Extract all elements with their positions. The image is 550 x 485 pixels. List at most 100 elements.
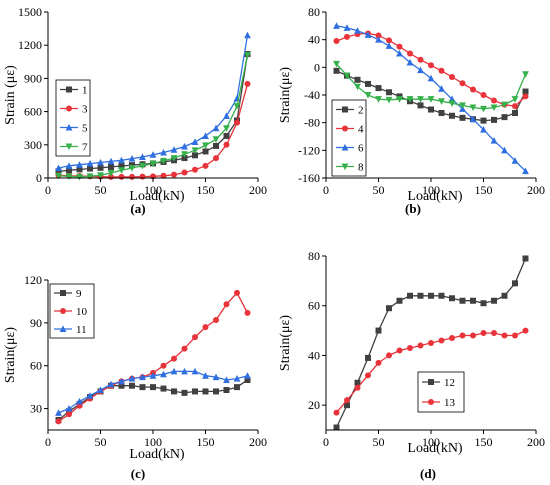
data-point-b-6 (396, 49, 403, 57)
legend-marker-a-5 (65, 123, 73, 131)
data-point-a-1 (108, 163, 114, 170)
data-point-d-13 (480, 330, 487, 337)
data-point-a-1 (223, 132, 230, 139)
data-point-d-12 (396, 297, 403, 304)
data-point-a-3 (118, 173, 125, 180)
data-point-b-6 (469, 115, 477, 123)
data-point-c-10 (234, 289, 240, 296)
x-axis-label-d: Load(kN) (407, 441, 463, 456)
x-tick-label-b: 100 (422, 183, 440, 197)
data-point-d-13 (449, 335, 455, 342)
data-point-a-7 (160, 157, 167, 165)
data-point-a-5 (65, 162, 73, 169)
data-point-a-7 (55, 172, 62, 180)
data-point-c-11 (86, 392, 94, 399)
y-tick-label-d: 40 (308, 348, 320, 362)
x-tick-label-b: 150 (475, 183, 493, 197)
data-point-b-2 (428, 106, 434, 113)
data-point-c-11 (202, 372, 209, 379)
legend-label-c-11: 11 (76, 324, 87, 336)
data-point-c-10 (160, 362, 167, 369)
chart-panel-d: 0 50 100 150 200 20 40 60 80 Load(kN) Strain(με) 12… (278, 249, 545, 456)
data-point-b-4 (459, 80, 466, 87)
panel-label-a: (a) (130, 201, 145, 216)
x-tick-label-d: 50 (373, 435, 385, 449)
y-tick-label-c: 60 (30, 359, 42, 373)
data-point-b-2 (491, 116, 497, 123)
panel-label-d: (d) (420, 466, 436, 481)
y-tick-label-a: 1500 (18, 5, 42, 19)
legend-label-a-5: 5 (82, 123, 88, 135)
y-tick-label-d: 20 (308, 398, 320, 412)
data-point-c-11 (191, 367, 199, 375)
legend-box-b (331, 99, 367, 177)
data-point-d-12 (501, 292, 508, 299)
data-point-a-7 (223, 125, 230, 132)
data-point-b-6 (343, 24, 351, 31)
data-point-b-2 (333, 67, 340, 74)
legend-marker-d-13 (428, 399, 434, 405)
data-point-b-8 (511, 96, 519, 103)
legend-label-b-6: 6 (358, 143, 364, 155)
data-point-d-12 (480, 300, 487, 307)
data-point-a-7 (244, 52, 251, 59)
series-b-8 (333, 60, 529, 113)
data-point-c-11 (118, 377, 125, 385)
data-point-a-7 (65, 173, 73, 180)
data-point-c-10 (192, 334, 198, 341)
data-point-c-9 (213, 388, 219, 395)
x-tick-label-a: 0 (45, 183, 51, 197)
data-point-b-4 (396, 43, 403, 50)
data-point-a-5 (212, 124, 220, 132)
data-point-a-7 (202, 142, 209, 149)
data-point-a-5 (160, 148, 167, 156)
data-point-a-5 (149, 151, 157, 158)
data-point-c-9 (118, 382, 125, 389)
y-axis-label-d: Strain(με) (278, 315, 293, 371)
data-point-b-6 (438, 85, 445, 92)
data-point-a-3 (129, 173, 135, 180)
x-tick-label-d: 100 (422, 435, 440, 449)
data-point-c-9 (181, 389, 188, 396)
data-point-a-3 (244, 80, 251, 87)
y-tick-label-c: 90 (30, 316, 42, 330)
data-point-d-13 (491, 330, 497, 337)
data-point-d-13 (344, 397, 350, 404)
x-axis-label-a: Load(kN) (129, 189, 185, 204)
data-point-a-5 (86, 160, 94, 167)
data-point-a-3 (192, 166, 198, 173)
data-point-b-8 (385, 96, 393, 104)
legend-a: 1 3 5 7 (55, 79, 91, 157)
legend-b: 2 4 6 8 (331, 99, 367, 177)
data-point-d-13 (354, 384, 361, 391)
legend-label-c-10: 10 (76, 306, 88, 318)
data-point-c-10 (171, 355, 177, 362)
data-point-c-9 (129, 382, 135, 389)
data-point-d-12 (459, 297, 466, 304)
data-point-b-8 (480, 105, 487, 113)
legend-label-a-1: 1 (82, 85, 88, 97)
y-tick-label-c: 30 (30, 402, 42, 416)
data-point-c-11 (55, 409, 62, 416)
data-point-d-12 (386, 305, 392, 312)
data-point-b-4 (428, 62, 434, 69)
legend-marker-d-12 (428, 379, 434, 385)
x-tick-label-c: 0 (45, 435, 51, 449)
data-point-a-1 (76, 166, 83, 173)
legend-label-b-2: 2 (358, 105, 364, 117)
y-tick-label-b: -40 (304, 88, 320, 102)
data-point-d-13 (459, 332, 466, 339)
legend-marker-b-6 (341, 143, 349, 151)
data-point-c-10 (181, 345, 188, 352)
y-tick-label-a: 300 (24, 138, 42, 152)
data-point-a-7 (191, 147, 199, 154)
data-point-b-8 (343, 72, 351, 80)
data-point-a-5 (181, 142, 188, 150)
data-point-c-10 (55, 418, 62, 425)
data-point-b-8 (333, 60, 340, 68)
x-tick-label-a: 200 (249, 183, 267, 197)
legend-marker-b-8 (341, 163, 349, 171)
data-point-a-3 (234, 119, 240, 126)
data-point-d-12 (365, 354, 371, 361)
data-point-d-13 (333, 409, 340, 416)
